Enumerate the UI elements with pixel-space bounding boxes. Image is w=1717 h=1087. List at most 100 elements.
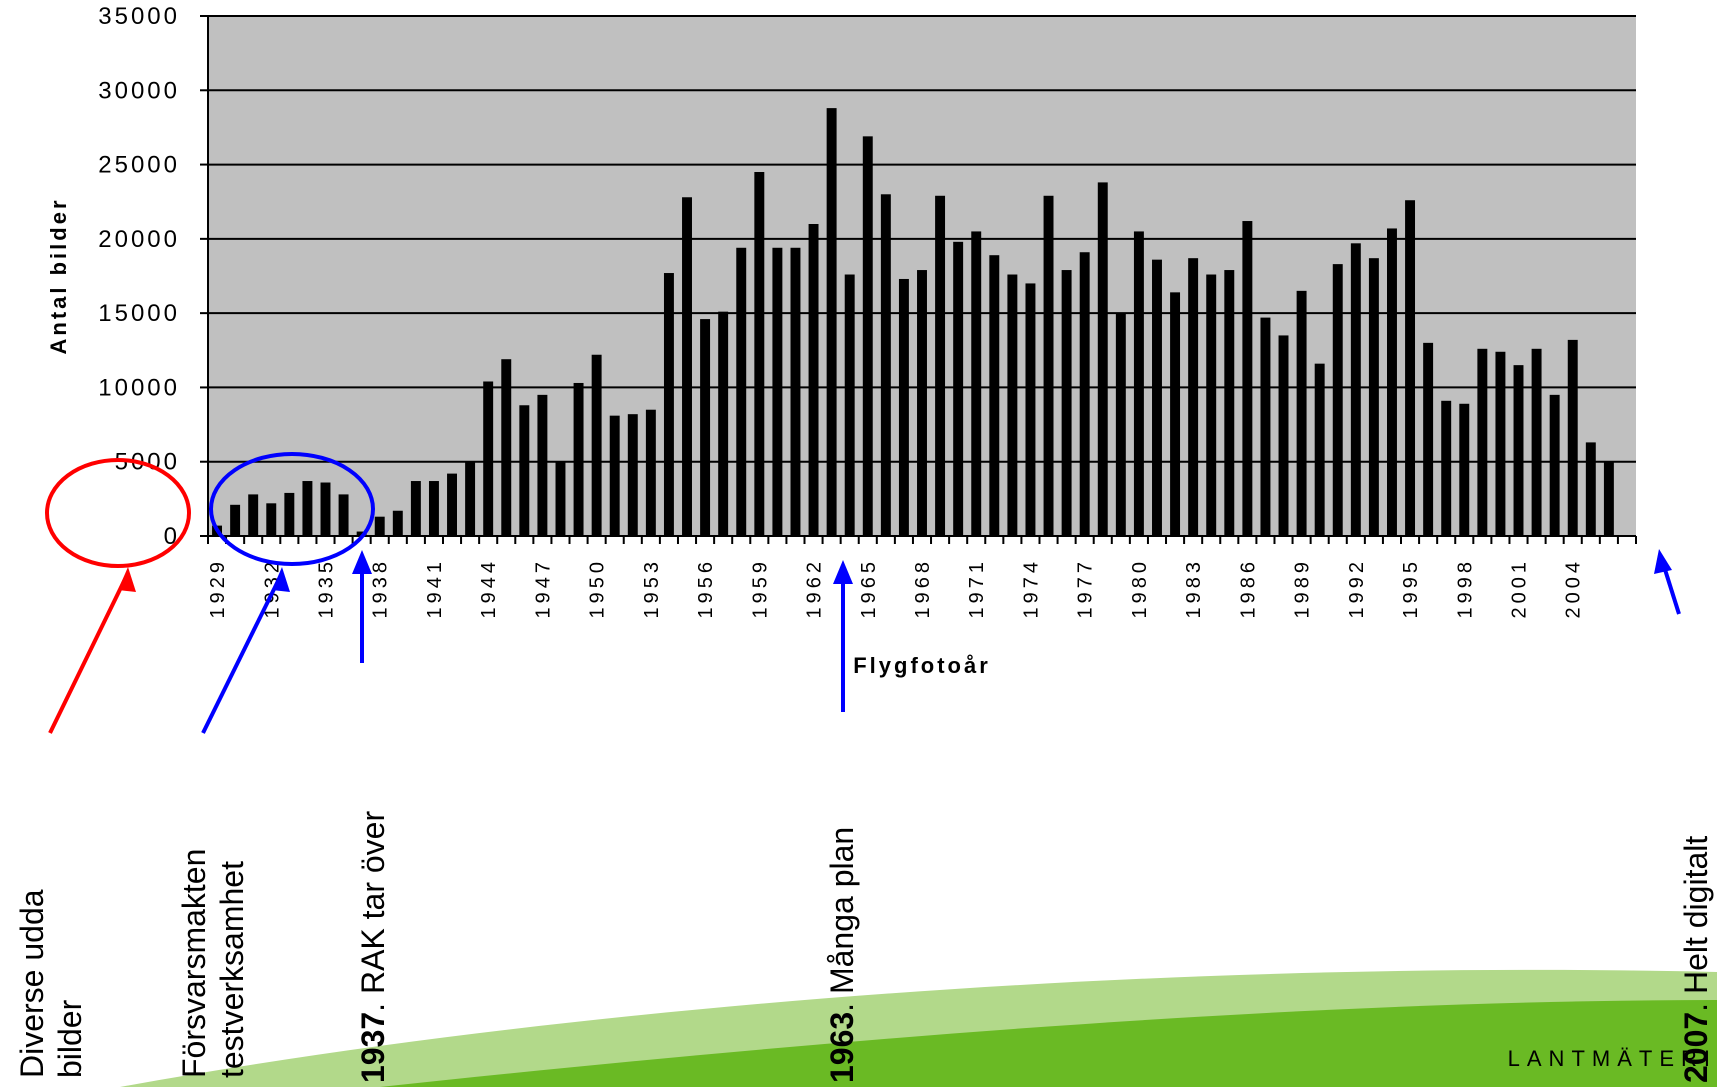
bar-1967 <box>898 278 909 536</box>
bar-1961 <box>790 247 801 536</box>
bar-1981 <box>1152 259 1162 536</box>
bar-1952 <box>627 414 638 536</box>
x-tick-label: 1983 <box>1183 558 1205 619</box>
x-tick-label: 1980 <box>1129 558 1151 619</box>
bar-1930 <box>230 504 241 536</box>
bar-1945 <box>501 359 512 536</box>
bar-1936 <box>338 494 349 536</box>
bar-1971 <box>971 231 982 536</box>
bar-1995 <box>1405 200 1416 536</box>
bar-1976 <box>1061 270 1072 536</box>
bar-1986 <box>1242 221 1253 536</box>
bar-1938 <box>374 516 385 536</box>
annotation-1937-arrowhead <box>352 550 372 574</box>
x-tick-label: 1968 <box>912 558 934 619</box>
annotation-rak-text: . RAK tar över <box>355 811 391 1012</box>
bar-1982 <box>1170 292 1181 536</box>
bar-1946 <box>519 405 530 536</box>
bar-1940 <box>410 481 421 536</box>
bar-1977 <box>1079 252 1090 536</box>
bar-1964 <box>844 274 855 536</box>
bar-1948 <box>555 461 566 536</box>
green-swoosh-dark <box>380 1000 1717 1087</box>
bar-1980 <box>1133 231 1144 536</box>
annotation-diverse-line1: Diverse udda <box>14 889 50 1078</box>
bar-2002 <box>1531 348 1542 536</box>
annotation-digital-text: . Helt digitalt <box>1678 836 1714 1012</box>
x-tick-label: 1971 <box>966 558 988 619</box>
y-tick-label: 25000 <box>98 152 180 179</box>
bar-1970 <box>953 241 964 537</box>
bar-1960 <box>772 247 783 536</box>
x-tick-label: 1986 <box>1237 558 1259 619</box>
bar-1987 <box>1260 317 1271 536</box>
x-tick-label: 2001 <box>1509 558 1531 619</box>
bar-1939 <box>392 510 403 536</box>
bar-1962 <box>808 224 819 536</box>
bar-1951 <box>609 415 620 536</box>
bar-1955 <box>682 197 692 536</box>
bar-1993 <box>1368 258 1379 536</box>
x-tick-label: 1974 <box>1020 558 1042 619</box>
x-tick-label: 2004 <box>1563 558 1585 619</box>
x-tick-label: 1956 <box>695 558 717 619</box>
bar-1968 <box>917 270 927 536</box>
bar-1973 <box>1007 274 1018 536</box>
bar-2006 <box>1603 461 1614 536</box>
bar-1957 <box>718 311 729 536</box>
bar-1966 <box>880 194 891 537</box>
bar-1990 <box>1314 363 1325 536</box>
x-tick-label: 1938 <box>370 558 392 619</box>
x-tick-label: 1977 <box>1075 558 1097 619</box>
y-tick-label: 30000 <box>98 77 180 104</box>
annotation-rak-year: 1937 <box>355 1012 391 1083</box>
bar-1991 <box>1332 264 1343 536</box>
bar-1989 <box>1296 290 1307 536</box>
annotation-rak: 1937. RAK tar över <box>355 811 391 1083</box>
x-tick-label: 1992 <box>1346 558 1368 619</box>
bar-1950 <box>591 354 602 536</box>
annotation-diverse-line2: bilder <box>52 999 88 1078</box>
bar-2003 <box>1549 394 1560 536</box>
bar-1949 <box>573 382 584 536</box>
bar-1943 <box>465 461 476 536</box>
annotation-digital-year: 2007 <box>1678 1012 1714 1083</box>
bar-1965 <box>862 136 873 537</box>
y-tick-label: 35000 <box>98 3 180 30</box>
x-tick-label: 1929 <box>207 558 229 619</box>
bar-1933 <box>284 492 295 536</box>
bar-1947 <box>537 394 548 536</box>
annotation-forsvar-line1: Försvarsmakten <box>176 849 212 1078</box>
x-tick-label: 1962 <box>804 558 826 619</box>
annotation-2007-arrowhead <box>1654 549 1672 574</box>
annotation-forsvar: Försvarsmakten testverksamhet <box>176 840 250 1078</box>
bar-1937 <box>356 531 367 536</box>
bar-1932 <box>266 503 277 536</box>
y-tick-label: 15000 <box>98 300 180 327</box>
bar-1954 <box>663 273 674 536</box>
x-tick-label: 1995 <box>1400 558 1422 619</box>
x-tick-label: 1959 <box>749 558 771 619</box>
annotation-digital: 2007. Helt digitalt <box>1678 836 1714 1083</box>
bar-1994 <box>1387 228 1397 536</box>
x-tick-label: 1935 <box>315 558 337 619</box>
bar-1941 <box>428 481 439 536</box>
x-tick-label: 1941 <box>424 558 446 619</box>
bar-2001 <box>1513 365 1524 536</box>
bar-1988 <box>1278 335 1289 536</box>
x-tick-label: 1950 <box>587 558 609 619</box>
bar-1983 <box>1188 258 1199 536</box>
bar-1942 <box>447 473 457 536</box>
bar-1985 <box>1224 270 1235 536</box>
bar-1997 <box>1441 400 1452 536</box>
bar-1998 <box>1459 403 1470 536</box>
bar-1931 <box>248 494 259 536</box>
bar-1972 <box>989 255 1000 536</box>
bar-1963 <box>826 108 837 536</box>
bar-1992 <box>1350 243 1361 537</box>
annotation-red-arrowhead <box>118 567 136 592</box>
annotation-blue-arrow <box>201 572 284 734</box>
bar-1975 <box>1043 195 1054 536</box>
x-tick-label: 1965 <box>858 558 880 619</box>
bar-2000 <box>1495 351 1506 536</box>
